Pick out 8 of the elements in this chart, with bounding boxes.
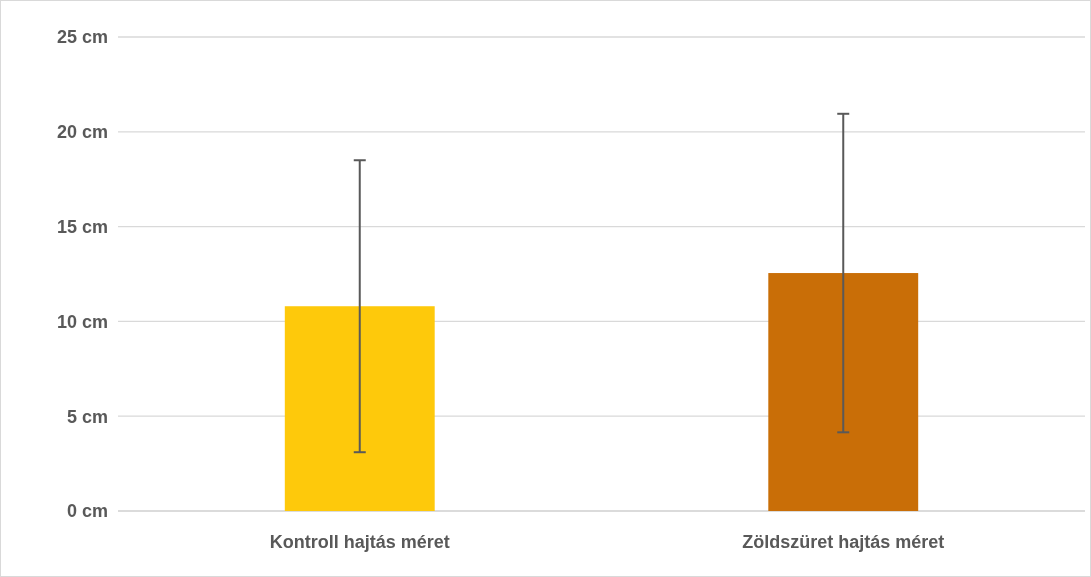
y-tick-label: 5 cm <box>66 406 108 427</box>
x-tick-label: Zöldszüret hajtás méret <box>742 532 945 552</box>
y-tick-label: 10 cm <box>56 311 108 332</box>
y-tick-label: 15 cm <box>56 216 108 237</box>
x-tick-label: Kontroll hajtás méret <box>269 532 450 552</box>
y-tick-label: 25 cm <box>56 27 108 48</box>
y-tick-label: 20 cm <box>56 122 108 143</box>
y-tick-label: 0 cm <box>66 501 108 522</box>
